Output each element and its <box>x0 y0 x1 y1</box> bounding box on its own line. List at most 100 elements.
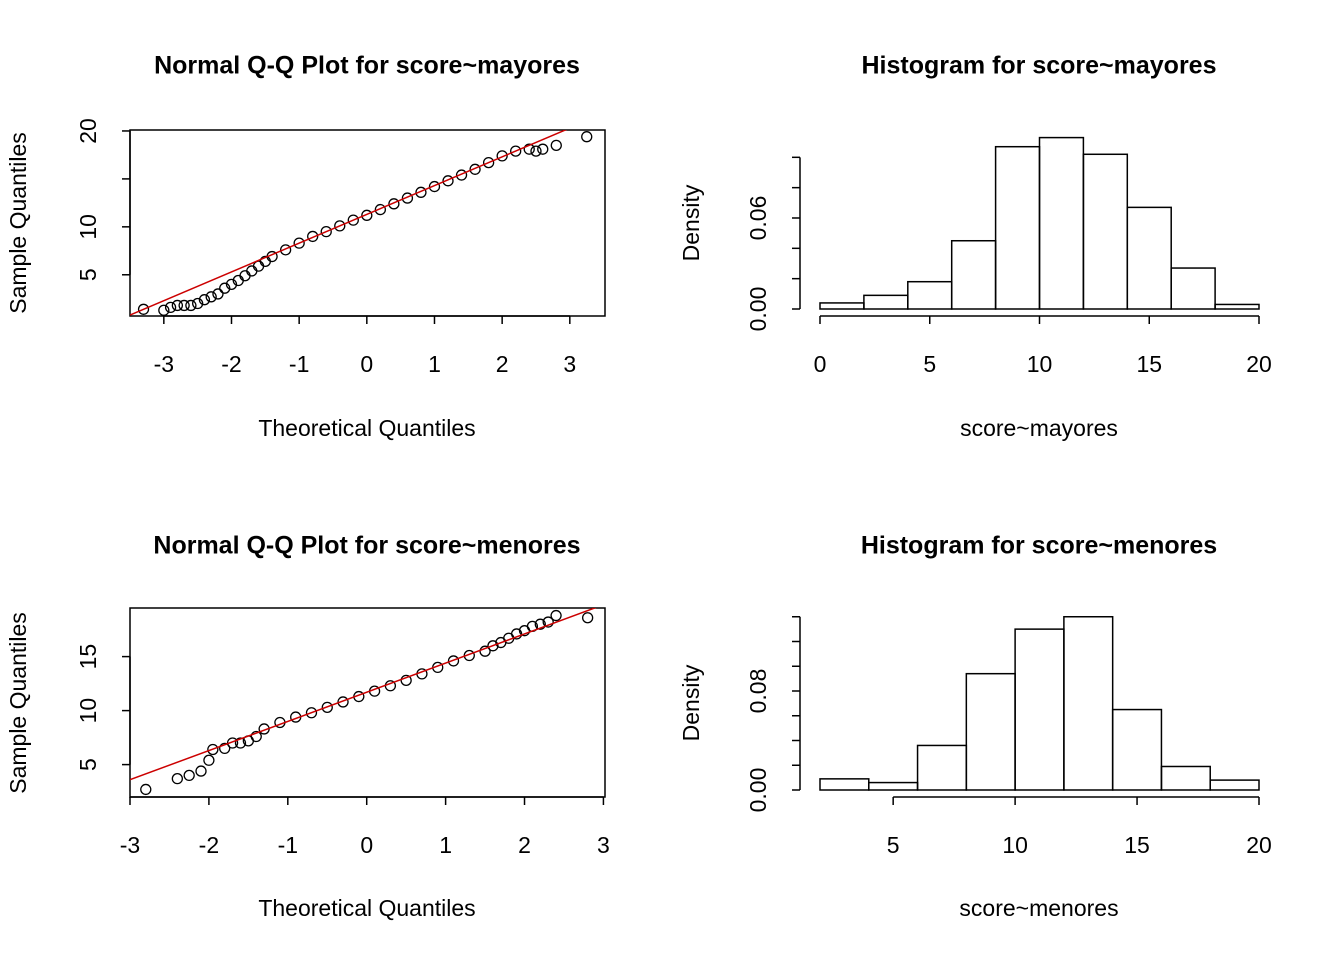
qq-point <box>205 291 217 303</box>
chart-title: Histogram for score~menores <box>861 532 1217 560</box>
plot-box <box>129 607 606 798</box>
x-tick-label: 0 <box>360 832 373 858</box>
qq-point <box>510 628 523 640</box>
y-axis-label: Sample Quantiles <box>5 132 31 314</box>
x-tick-label: 10 <box>1002 832 1028 858</box>
x-axis-label: score~menores <box>959 895 1118 921</box>
x-tick-label: 0 <box>360 351 373 377</box>
y-axis-label: Density <box>678 664 704 741</box>
x-tick-label: 2 <box>496 351 509 377</box>
chart-title: Histogram for score~mayores <box>861 52 1216 80</box>
qq-point <box>496 150 508 162</box>
y-tick-label: 10 <box>75 698 101 724</box>
histogram-bar <box>819 778 870 791</box>
qq-point <box>400 674 412 687</box>
qq-point <box>158 304 170 316</box>
qq-point <box>140 783 152 796</box>
x-tick-label: 5 <box>923 351 936 377</box>
qq-point <box>550 139 562 151</box>
qq-point <box>207 743 219 756</box>
x-tick-label: 0 <box>814 351 827 377</box>
qq-point <box>171 299 184 312</box>
qq-point <box>212 288 224 300</box>
histogram-bar <box>1160 765 1211 791</box>
y-tick-label: 5 <box>75 268 101 281</box>
x-tick-label: 20 <box>1246 351 1272 377</box>
x-tick-label: 1 <box>439 832 452 858</box>
qq-point <box>192 297 204 310</box>
x-axis-label: score~mayores <box>960 415 1118 441</box>
x-tick-label: -3 <box>120 832 140 858</box>
qq-point <box>219 742 231 755</box>
qq-point <box>195 765 207 777</box>
x-tick-label: 15 <box>1136 351 1162 377</box>
histogram-bar <box>1082 153 1129 310</box>
qq-point <box>321 701 333 714</box>
qq-point <box>374 203 387 216</box>
qq-point <box>581 131 593 143</box>
x-tick-label: 5 <box>887 832 900 858</box>
y-tick-label: 0.00 <box>745 287 771 332</box>
histogram-bar <box>863 294 909 310</box>
qq-point <box>537 143 549 155</box>
x-tick-label: 15 <box>1124 832 1150 858</box>
qq-point <box>185 299 197 312</box>
x-tick-label: 3 <box>597 832 610 858</box>
plot-box <box>129 129 606 317</box>
histogram-bar <box>868 781 919 791</box>
y-tick-label: 5 <box>75 758 101 771</box>
qq-point <box>542 616 554 628</box>
qq-point <box>178 299 190 312</box>
y-axis-label: Density <box>678 184 704 261</box>
qq-point <box>250 730 262 743</box>
y-axis-label: Sample Quantiles <box>5 612 31 794</box>
qq-point <box>482 156 495 169</box>
qq-point <box>279 244 292 256</box>
qq-point <box>239 270 251 282</box>
y-tick-label: 0.08 <box>745 669 771 714</box>
y-tick-label: 10 <box>75 214 101 240</box>
histogram-bar <box>1038 136 1085 310</box>
qq-point <box>415 186 427 198</box>
x-tick-label: -1 <box>278 832 298 858</box>
chart-title: Normal Q-Q Plot for score~mayores <box>154 52 580 80</box>
y-tick-label: 15 <box>75 644 101 670</box>
histogram-bar <box>1209 779 1260 791</box>
qq-point <box>337 696 349 708</box>
histogram-bar <box>1063 616 1114 791</box>
qq-point <box>164 301 177 314</box>
qq-point <box>550 609 562 622</box>
qq-point <box>428 180 441 193</box>
qq-point <box>442 175 454 187</box>
histogram-bar <box>1126 206 1172 310</box>
reference-line <box>130 130 568 316</box>
qq-point <box>347 214 359 226</box>
histogram-bar <box>1014 628 1065 791</box>
histogram-bar <box>994 145 1041 310</box>
qq-point <box>479 645 491 657</box>
histogram-bar <box>1214 303 1260 310</box>
qq-point <box>455 169 468 181</box>
qq-point <box>534 618 546 630</box>
qq-point <box>183 769 195 782</box>
qq-point <box>246 265 258 277</box>
qq-point <box>469 163 481 175</box>
histogram-bar <box>819 302 865 310</box>
reference-line <box>130 608 597 781</box>
y-tick-label: 0.06 <box>745 196 771 241</box>
qq-point <box>234 737 247 749</box>
x-tick-label: 2 <box>518 832 531 858</box>
x-axis-label: Theoretical Quantiles <box>258 895 475 921</box>
x-tick-label: 3 <box>563 351 576 377</box>
qq-point <box>293 237 305 249</box>
x-tick-label: 10 <box>1027 351 1053 377</box>
qq-point <box>447 655 460 667</box>
histogram-bar <box>1111 708 1163 791</box>
y-tick-label: 20 <box>75 118 101 144</box>
x-tick-label: -2 <box>199 832 219 858</box>
qq-point <box>198 294 211 306</box>
chart-title: Normal Q-Q Plot for score~menores <box>153 532 580 560</box>
qq-point <box>334 220 346 232</box>
x-tick-label: 20 <box>1246 832 1272 858</box>
